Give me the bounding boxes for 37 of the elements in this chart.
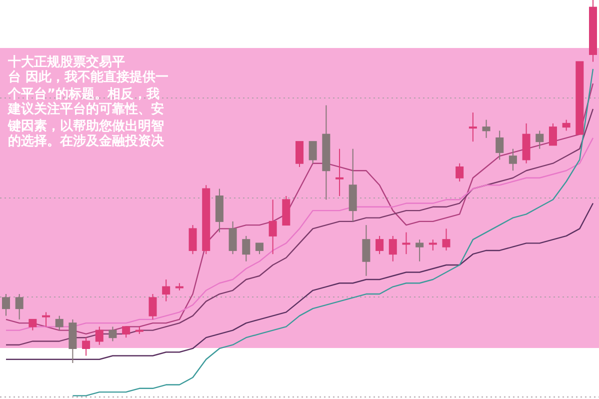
candlestick: [416, 239, 424, 262]
candlestick: [468, 112, 477, 142]
candlestick: [562, 119, 570, 132]
candlestick: [162, 279, 170, 302]
candlestick: [402, 232, 410, 255]
candlestick: [255, 242, 264, 255]
candlestick: [242, 235, 250, 262]
annotation: 十大正规股票交易平台 因此，我不能直接提供一: [7, 54, 169, 85]
candlestick: [2, 294, 10, 316]
candlestick: [15, 294, 24, 320]
candlestick: [548, 122, 557, 146]
candlestick: [82, 337, 90, 356]
candlestick: [42, 312, 50, 328]
candlestick: [442, 228, 450, 251]
candlestick: [496, 130, 504, 160]
annotation: 键因素，以帮助您做出明智的选择。在涉及金融投资决: [7, 118, 165, 149]
candlestick: [95, 326, 104, 346]
candlestick: [55, 315, 64, 331]
candlestick: [336, 148, 344, 197]
candlestick: [148, 294, 157, 320]
candlestick: [28, 318, 37, 331]
candlestick: [482, 119, 490, 138]
annotation: 个平台”的标题。相反，我建议关注平台的可靠性、安: [7, 86, 164, 117]
candlestick: [188, 224, 197, 255]
candlestick: [376, 235, 384, 255]
candlestick: [308, 141, 317, 164]
candlestick: [296, 141, 304, 168]
candlestick: [108, 326, 117, 342]
candlestick: [362, 224, 370, 276]
candlestick: [508, 148, 517, 172]
candlestick: [122, 326, 130, 338]
candlestick: [388, 235, 397, 262]
candlestick: [228, 220, 237, 255]
candlestick: [268, 199, 277, 255]
candlestick: [456, 162, 464, 182]
candlestick: [428, 239, 437, 251]
candlestick: [536, 130, 544, 150]
